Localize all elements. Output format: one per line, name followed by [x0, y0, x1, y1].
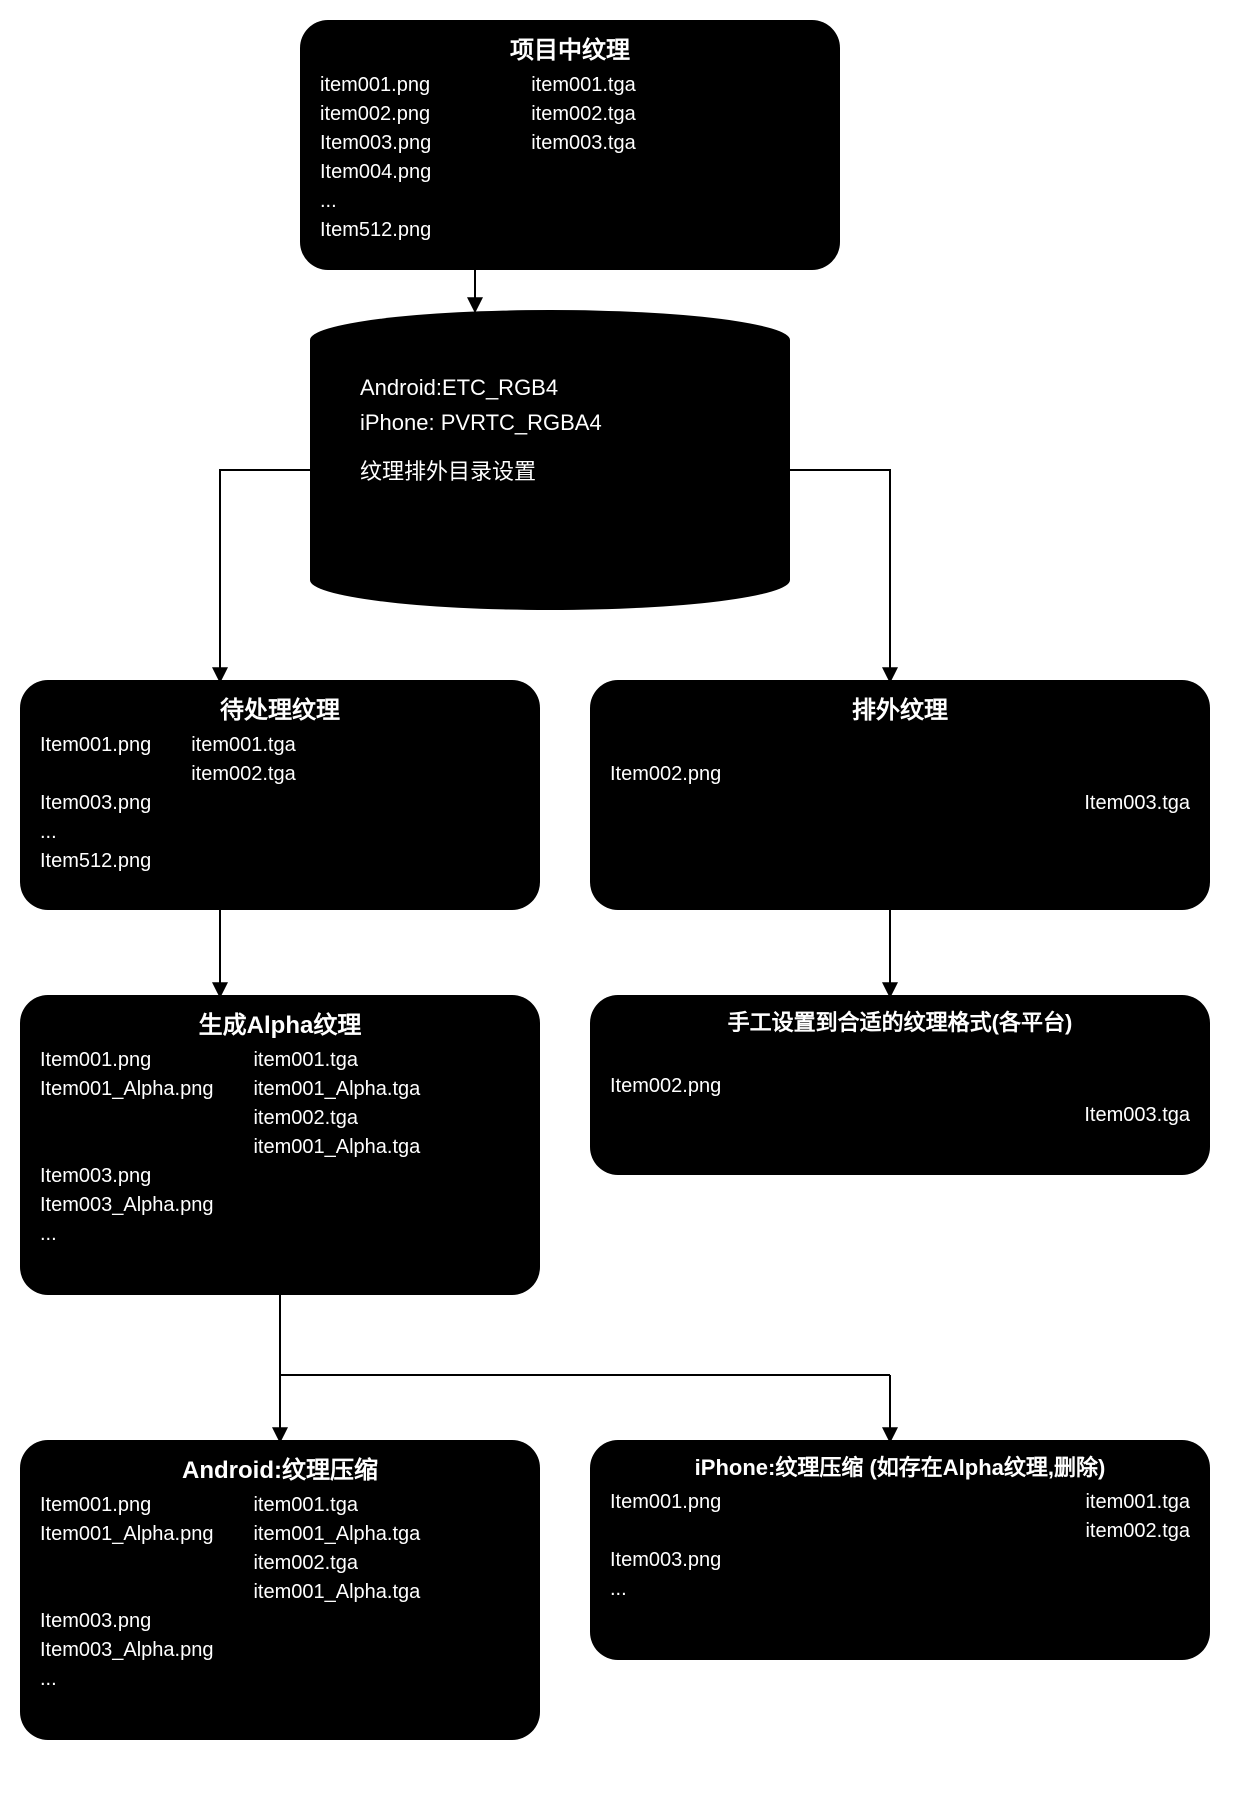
file-list-col1: Item002.png	[610, 731, 721, 818]
file-item	[761, 760, 1190, 789]
file-item: Item002.png	[610, 1072, 721, 1101]
edge	[220, 470, 310, 680]
file-item	[40, 1549, 213, 1578]
file-item	[610, 731, 721, 760]
file-list-col1: Item001.png Item003.png...Item512.png	[40, 731, 151, 876]
file-item: Item003.png	[610, 1546, 721, 1575]
file-item: item001_Alpha.tga	[253, 1578, 420, 1607]
node-android-compress: Android:纹理压缩 Item001.pngItem001_Alpha.pn…	[20, 1440, 540, 1740]
file-item	[40, 1578, 213, 1607]
file-list-col1: Item002.png	[610, 1043, 721, 1130]
file-item	[610, 1517, 721, 1546]
file-item	[761, 1043, 1190, 1072]
file-item: item002.tga	[253, 1549, 420, 1578]
config-line: Android:ETC_RGB4	[360, 370, 740, 405]
node-iphone-compress: iPhone:纹理压缩 (如存在Alpha纹理,删除) Item001.png …	[590, 1440, 1210, 1660]
file-item: ...	[320, 187, 431, 216]
file-item: item001_Alpha.tga	[253, 1133, 420, 1162]
file-item: ...	[40, 818, 151, 847]
config-line: 纹理排外目录设置	[360, 454, 740, 489]
file-item: item003.tga	[531, 129, 636, 158]
file-item: Item003.png	[40, 1607, 213, 1636]
file-item: Item001_Alpha.png	[40, 1520, 213, 1549]
file-list-col2: item001.tgaitem002.tga	[191, 731, 296, 876]
file-item: item001.tga	[191, 731, 296, 760]
config-line: iPhone: PVRTC_RGBA4	[360, 405, 740, 440]
file-item: ...	[40, 1665, 213, 1694]
node-manual-format: 手工设置到合适的纹理格式(各平台) Item002.png Item003.tg…	[590, 995, 1210, 1175]
file-item: Item512.png	[40, 847, 151, 876]
file-item: item002.png	[320, 100, 431, 129]
file-list-col2: Item003.tga	[761, 731, 1190, 818]
file-item	[40, 1104, 213, 1133]
file-list-col2: item001.tgaitem002.tgaitem003.tga	[531, 71, 636, 245]
file-list-col1: item001.pngitem002.pngItem003.pngItem004…	[320, 71, 431, 245]
file-item: Item003.png	[320, 129, 431, 158]
file-item: item001.tga	[531, 71, 636, 100]
file-item: Item003.tga	[761, 1101, 1190, 1130]
file-item: Item512.png	[320, 216, 431, 245]
node-title: 项目中纹理	[320, 30, 820, 65]
file-item: Item001.png	[40, 1491, 213, 1520]
file-item: item001.tga	[761, 1488, 1190, 1517]
file-item: Item003.tga	[761, 789, 1190, 818]
cylinder-bottom	[310, 550, 790, 610]
file-item: ...	[610, 1575, 721, 1604]
file-item: item001.tga	[253, 1046, 420, 1075]
file-list-col1: Item001.pngItem001_Alpha.png Item003.png…	[40, 1046, 213, 1249]
file-item: Item003_Alpha.png	[40, 1636, 213, 1665]
file-item	[40, 760, 151, 789]
node-title: iPhone:纹理压缩 (如存在Alpha纹理,删除)	[610, 1450, 1190, 1482]
file-item: Item001.png	[610, 1488, 721, 1517]
node-title: Android:纹理压缩	[40, 1450, 520, 1485]
node-pending-textures: 待处理纹理 Item001.png Item003.png...Item512.…	[20, 680, 540, 910]
node-generate-alpha: 生成Alpha纹理 Item001.pngItem001_Alpha.png I…	[20, 995, 540, 1295]
file-item: item002.tga	[531, 100, 636, 129]
file-item	[40, 1133, 213, 1162]
file-item	[761, 1072, 1190, 1101]
flowchart-canvas: 项目中纹理 item001.pngitem002.pngItem003.pngI…	[20, 20, 1220, 1780]
file-item: Item001.png	[40, 731, 151, 760]
node-title: 排外纹理	[610, 690, 1190, 725]
file-list-col2: Item003.tga	[761, 1043, 1190, 1130]
node-title: 手工设置到合适的纹理格式(各平台)	[610, 1005, 1190, 1037]
file-item: item001_Alpha.tga	[253, 1520, 420, 1549]
file-item: ...	[40, 1220, 213, 1249]
edge	[790, 470, 890, 680]
file-item: item001.tga	[253, 1491, 420, 1520]
file-item: Item004.png	[320, 158, 431, 187]
file-list-col2: item001.tgaitem001_Alpha.tgaitem002.tgai…	[253, 1491, 420, 1694]
file-item	[761, 731, 1190, 760]
file-item: item001_Alpha.tga	[253, 1075, 420, 1104]
edge	[280, 1295, 890, 1375]
file-item: Item003.png	[40, 1162, 213, 1191]
file-item: item002.tga	[253, 1104, 420, 1133]
file-item	[610, 1043, 721, 1072]
config-line	[360, 440, 740, 454]
node-title: 待处理纹理	[40, 690, 520, 725]
file-list-col1: Item001.png Item003.png...	[610, 1488, 721, 1604]
node-title: 生成Alpha纹理	[40, 1005, 520, 1040]
node-config-cylinder: Android:ETC_RGB4iPhone: PVRTC_RGBA4 纹理排外…	[310, 340, 790, 580]
file-list-col2: item001.tgaitem001_Alpha.tgaitem002.tgai…	[253, 1046, 420, 1249]
file-item: Item003_Alpha.png	[40, 1191, 213, 1220]
file-item: item001.png	[320, 71, 431, 100]
file-item: Item003.png	[40, 789, 151, 818]
file-item: Item001.png	[40, 1046, 213, 1075]
file-item: Item002.png	[610, 760, 721, 789]
node-excluded-textures: 排外纹理 Item002.png Item003.tga	[590, 680, 1210, 910]
file-item: item002.tga	[191, 760, 296, 789]
file-item: item002.tga	[761, 1517, 1190, 1546]
file-item: Item001_Alpha.png	[40, 1075, 213, 1104]
config-lines: Android:ETC_RGB4iPhone: PVRTC_RGBA4 纹理排外…	[310, 340, 790, 500]
file-list-col1: Item001.pngItem001_Alpha.png Item003.png…	[40, 1491, 213, 1694]
file-list-col2: item001.tgaitem002.tga	[761, 1488, 1190, 1604]
node-project-textures: 项目中纹理 item001.pngitem002.pngItem003.pngI…	[300, 20, 840, 270]
